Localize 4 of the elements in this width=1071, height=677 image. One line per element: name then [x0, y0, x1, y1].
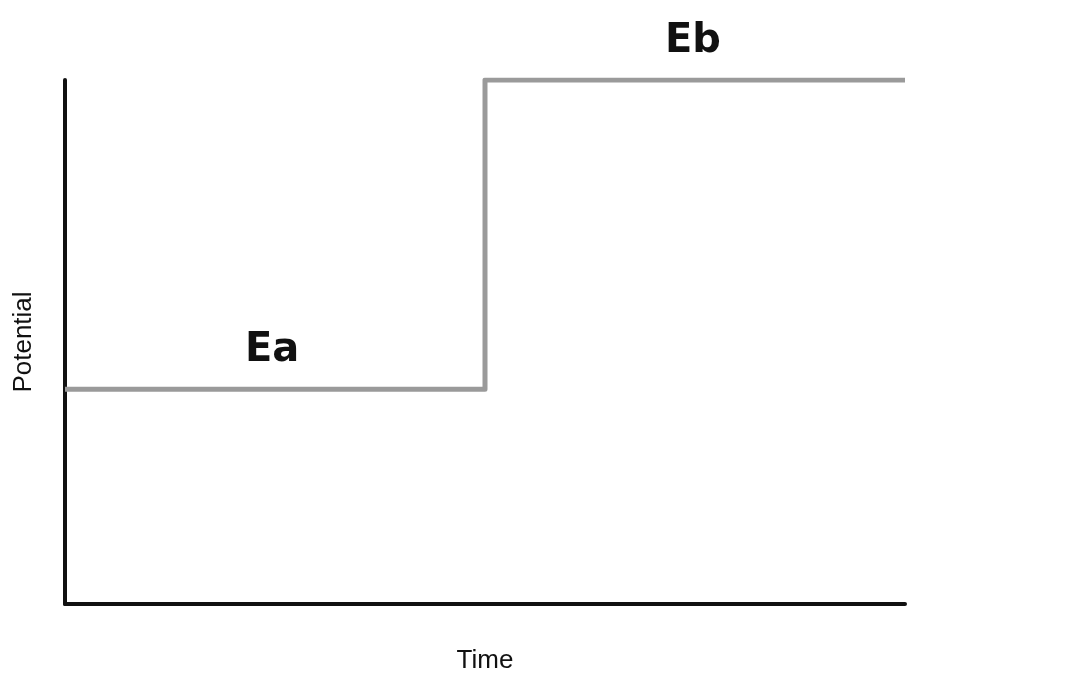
annotation: Ea — [245, 324, 300, 371]
x-axis-title: Time — [456, 644, 514, 674]
y-axis-title: Potential — [7, 291, 37, 393]
text: Eb — [665, 15, 721, 61]
